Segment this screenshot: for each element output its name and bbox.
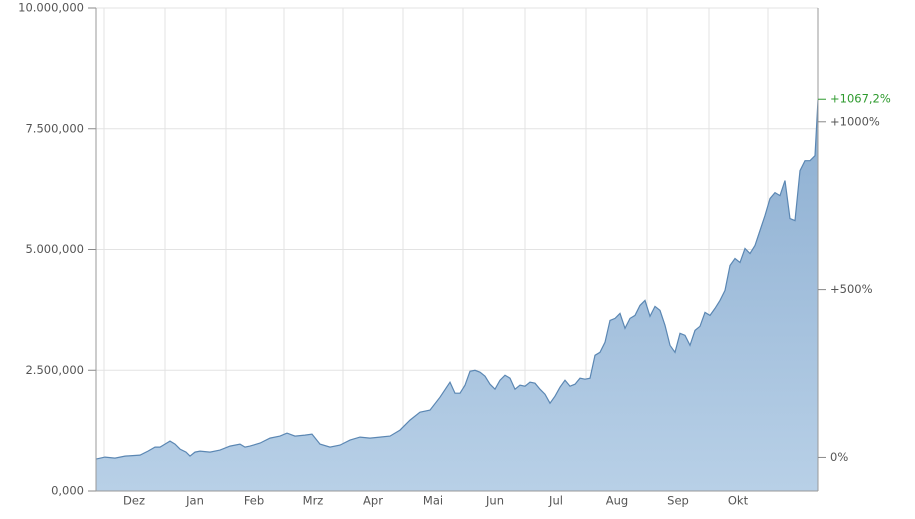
- x-tick-label: Apr: [363, 494, 383, 508]
- y-tick-label: 2.500,000: [25, 363, 84, 377]
- area-line: [95, 99, 819, 460]
- area-fill: [96, 99, 818, 492]
- y2-tick-label: +1000%: [830, 114, 880, 128]
- x-tick-label: Aug: [606, 494, 628, 508]
- x-tick-label: Sep: [667, 494, 689, 508]
- y-tick-label: 7.500,000: [25, 121, 84, 135]
- x-tick-label: Jul: [548, 494, 563, 508]
- x-tick-label: Jun: [485, 494, 504, 508]
- y2-tick-label: 0%: [830, 450, 848, 464]
- y-tick-label: 10.000,000: [18, 1, 84, 15]
- y-tick-label: 5.000,000: [25, 242, 84, 256]
- x-tick-label: Dez: [123, 494, 145, 508]
- x-tick-label: Feb: [244, 494, 264, 508]
- y-tick-label: 0,000: [51, 484, 84, 498]
- x-tick-label: Mai: [423, 494, 443, 508]
- x-tick-label: Okt: [728, 494, 749, 508]
- annotation-label: +1067,2%: [830, 92, 891, 106]
- x-tick-label: Jan: [185, 494, 204, 508]
- x-tick-label: Mrz: [303, 494, 324, 508]
- y2-tick-label: +500%: [830, 282, 873, 296]
